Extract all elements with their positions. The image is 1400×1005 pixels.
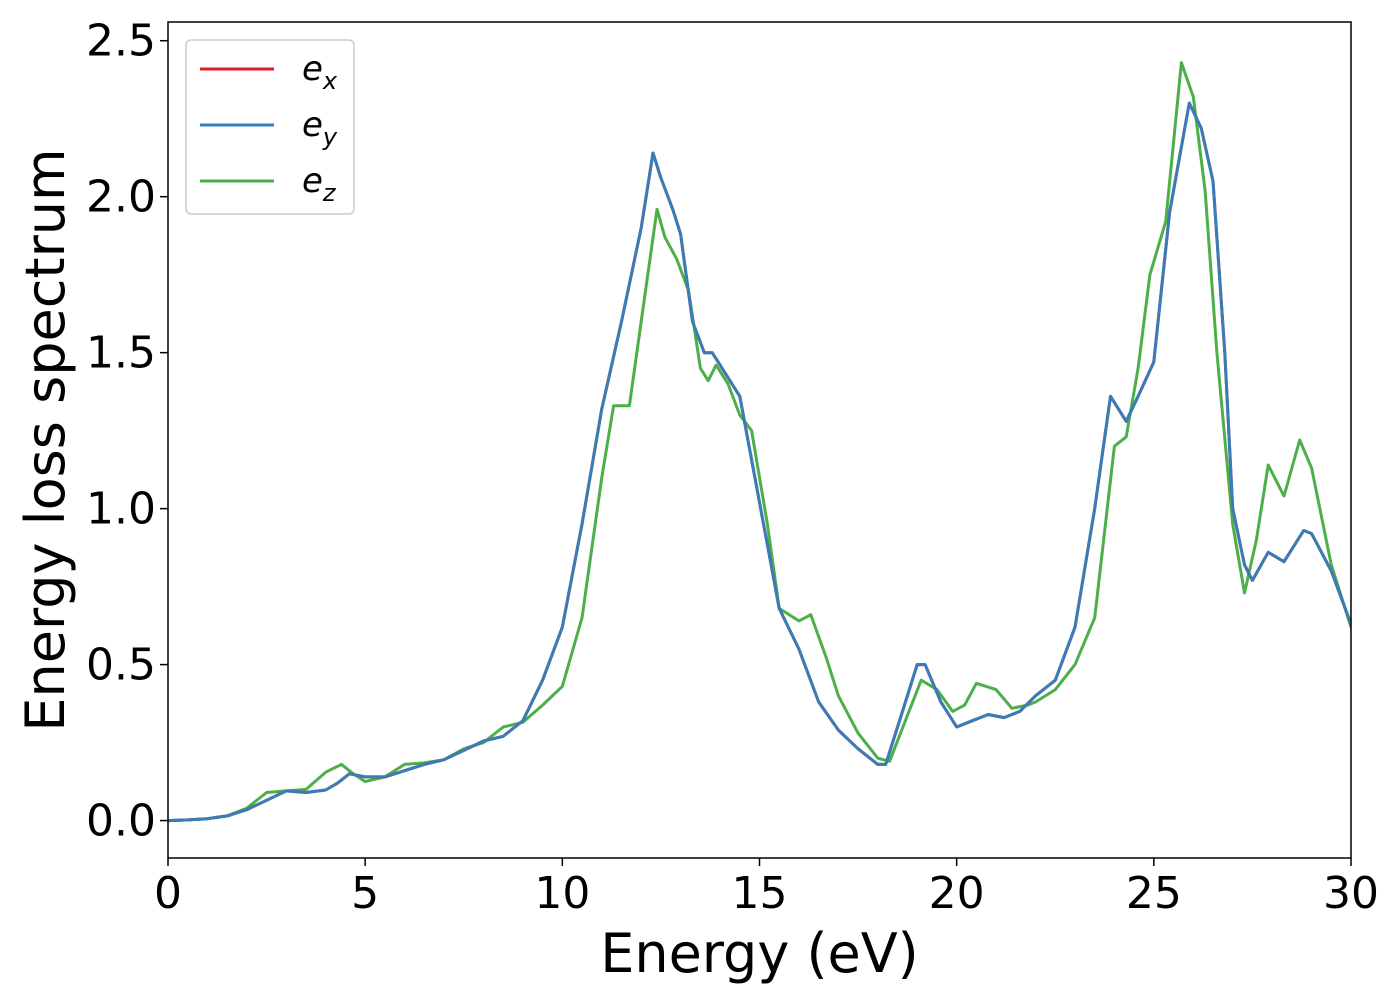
x-axis: 0 5 10 15 20 25 30 <box>154 858 1379 919</box>
y-tick-label: 1.0 <box>86 484 156 535</box>
x-tick-label: 25 <box>1126 868 1182 919</box>
x-tick-label: 15 <box>732 868 788 919</box>
y-tick-label: 2.0 <box>86 172 156 223</box>
x-tick-label: 10 <box>534 868 590 919</box>
y-tick-label: 0.0 <box>86 796 156 847</box>
y-tick-label: 2.5 <box>86 16 156 67</box>
x-axis-title: Energy (eV) <box>600 922 919 985</box>
x-tick-label: 30 <box>1323 868 1379 919</box>
legend-box <box>185 39 355 215</box>
x-tick-label: 20 <box>929 868 985 919</box>
x-tick-label: 0 <box>154 868 182 919</box>
y-tick-label: 0.5 <box>86 640 156 691</box>
x-tick-label: 5 <box>351 868 379 919</box>
y-axis: 0.0 0.5 1.0 1.5 2.0 2.5 <box>86 16 168 847</box>
series-line-e-y <box>168 101 1351 823</box>
y-axis-title: Energy loss spectrum <box>14 148 77 731</box>
y-tick-label: 1.5 <box>86 328 156 379</box>
